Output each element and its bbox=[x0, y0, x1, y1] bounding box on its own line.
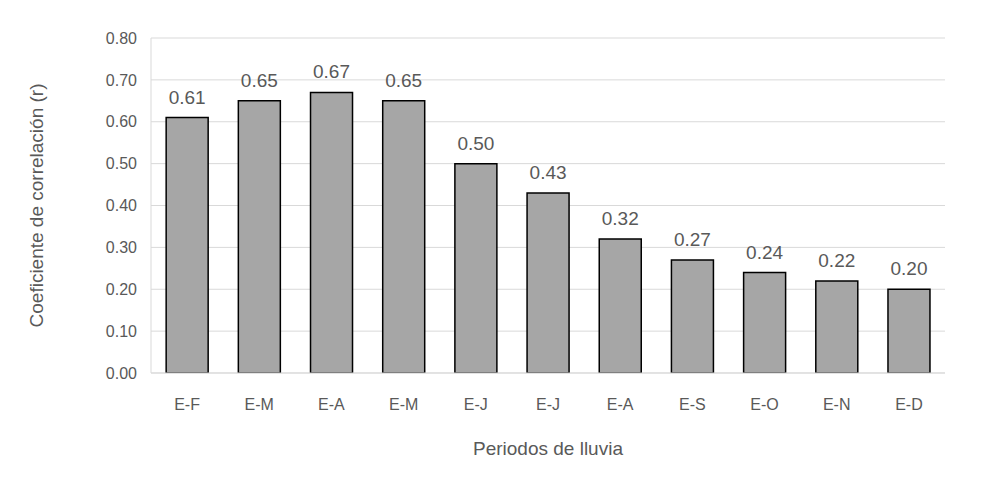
svg-text:0.43: 0.43 bbox=[530, 162, 567, 183]
svg-text:0.30: 0.30 bbox=[106, 239, 137, 256]
svg-text:E-M: E-M bbox=[389, 396, 418, 413]
svg-text:0.65: 0.65 bbox=[241, 70, 278, 91]
svg-text:Coeficiente de correlación (r): Coeficiente de correlación (r) bbox=[26, 84, 47, 328]
svg-text:0.50: 0.50 bbox=[457, 133, 494, 154]
svg-text:E-J: E-J bbox=[464, 396, 488, 413]
svg-text:0.40: 0.40 bbox=[106, 197, 137, 214]
svg-text:0.60: 0.60 bbox=[106, 113, 137, 130]
svg-text:0.24: 0.24 bbox=[746, 242, 783, 263]
svg-text:E-D: E-D bbox=[895, 396, 923, 413]
svg-text:E-F: E-F bbox=[174, 396, 200, 413]
svg-text:E-J: E-J bbox=[536, 396, 560, 413]
svg-text:0.80: 0.80 bbox=[106, 30, 137, 47]
svg-text:0.70: 0.70 bbox=[106, 72, 137, 89]
svg-text:Periodos de lluvia: Periodos de lluvia bbox=[473, 438, 623, 459]
svg-text:0.20: 0.20 bbox=[106, 281, 137, 298]
svg-text:0.10: 0.10 bbox=[106, 323, 137, 340]
svg-text:E-N: E-N bbox=[823, 396, 851, 413]
svg-text:0.00: 0.00 bbox=[106, 365, 137, 382]
svg-text:0.20: 0.20 bbox=[890, 258, 927, 279]
svg-text:0.22: 0.22 bbox=[818, 250, 855, 271]
svg-text:0.50: 0.50 bbox=[106, 155, 137, 172]
svg-text:E-A: E-A bbox=[607, 396, 634, 413]
svg-text:E-A: E-A bbox=[318, 396, 345, 413]
svg-text:0.65: 0.65 bbox=[385, 70, 422, 91]
svg-text:E-M: E-M bbox=[245, 396, 274, 413]
svg-text:E-S: E-S bbox=[679, 396, 706, 413]
svg-text:0.67: 0.67 bbox=[313, 61, 350, 82]
svg-text:0.61: 0.61 bbox=[169, 87, 206, 108]
svg-text:E-O: E-O bbox=[750, 396, 778, 413]
svg-text:0.27: 0.27 bbox=[674, 229, 711, 250]
svg-text:0.32: 0.32 bbox=[602, 208, 639, 229]
